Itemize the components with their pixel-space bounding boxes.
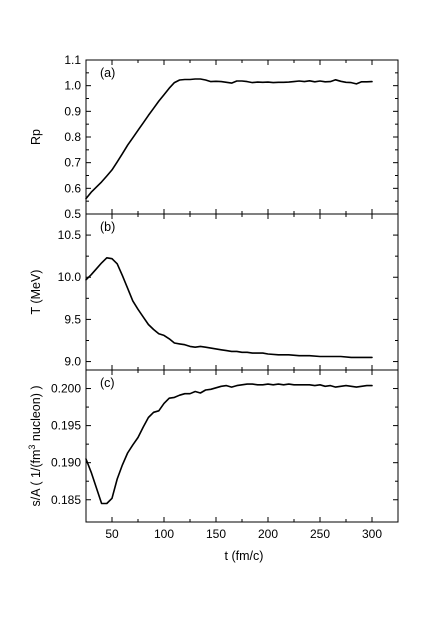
series-line <box>85 78 373 200</box>
series-line <box>85 383 373 505</box>
y-tick-label: 0.9 <box>64 104 81 118</box>
x-tick-label: 300 <box>362 527 382 541</box>
y-tick-label: 0.190 <box>51 456 81 470</box>
y-tick-label: 0.8 <box>64 130 81 144</box>
x-tick-label: 200 <box>258 527 278 541</box>
panel-c: 0.185 0.190 0.195 0.200 50 100 150 200 250 300 (c)… <box>27 369 399 563</box>
y-tick-label: 10.0 <box>58 270 82 284</box>
y-tick-label: 0.195 <box>51 419 81 433</box>
y-tick-label: 1.0 <box>64 79 81 93</box>
y-tick-label: 1.1 <box>64 53 81 67</box>
y-axis-label: T (MeV) <box>29 270 43 315</box>
y-tick-label: 10.5 <box>58 228 82 242</box>
x-tick-label: 150 <box>206 527 226 541</box>
panel-a: 0.5 0.6 0.7 0.8 0.9 1.0 1.1 (a) Rp <box>29 53 399 221</box>
y-axis-label: Rp <box>29 129 43 145</box>
y-tick-label: 0.185 <box>51 493 81 507</box>
x-tick-label: 50 <box>105 527 119 541</box>
y-axis-label: s/A ( 1/(fm3 nucleon) ) <box>27 385 43 506</box>
y-tick-label: 0.200 <box>51 382 81 396</box>
x-tick-label: 250 <box>310 527 330 541</box>
series-line <box>85 257 373 359</box>
y-tick-label: 0.5 <box>64 207 81 221</box>
plot-frame <box>85 213 399 371</box>
panel-label: (c) <box>100 376 115 390</box>
y-tick-label: 0.7 <box>64 156 81 170</box>
y-tick-label: 0.6 <box>64 181 81 195</box>
panel-label: (a) <box>100 66 115 80</box>
x-tick-label: 100 <box>154 527 174 541</box>
x-axis-label: t (fm/c) <box>225 549 264 563</box>
panel-b: 9.0 9.5 10.0 10.5 (b) T (MeV) <box>29 213 399 371</box>
y-tick-label: 9.0 <box>64 355 81 369</box>
y-tick-label: 9.5 <box>64 312 81 326</box>
panel-label: (b) <box>100 220 115 234</box>
